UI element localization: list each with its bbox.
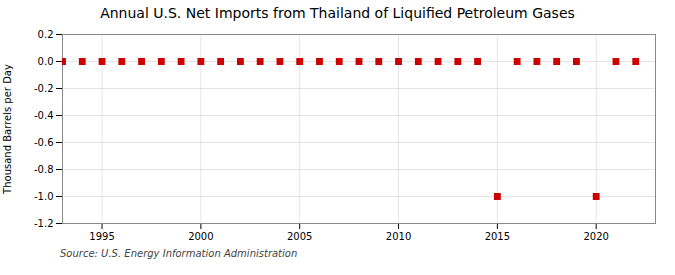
svg-text:2005: 2005	[287, 231, 312, 242]
svg-text:-1.2: -1.2	[34, 218, 54, 229]
html-text:Source: U.S. Energy Informatio: Source: U.S. Energy Information Administ…	[60, 248, 298, 259]
svg-text:-1.0: -1.0	[34, 191, 54, 202]
svg-text:-0.4: -0.4	[34, 110, 54, 121]
svg-text:1995: 1995	[89, 231, 114, 242]
svg-text:2000: 2000	[188, 231, 213, 242]
svg-text:-0.6: -0.6	[34, 137, 54, 148]
svg-text:0.2: 0.2	[38, 29, 54, 40]
svg-text:-0.8: -0.8	[34, 164, 54, 175]
svg-text:0.0: 0.0	[38, 56, 54, 67]
html-text:Annual U.S. Net Imports from T: Annual U.S. Net Imports from Thailand of…	[100, 5, 575, 21]
svg-text:2010: 2010	[386, 231, 411, 242]
svg-text:-0.2: -0.2	[34, 83, 54, 94]
svg-text:Thousand Barrels per Day: Thousand Barrels per Day	[2, 64, 13, 195]
svg-text:2015: 2015	[485, 231, 510, 242]
svg-text:2020: 2020	[583, 231, 608, 242]
